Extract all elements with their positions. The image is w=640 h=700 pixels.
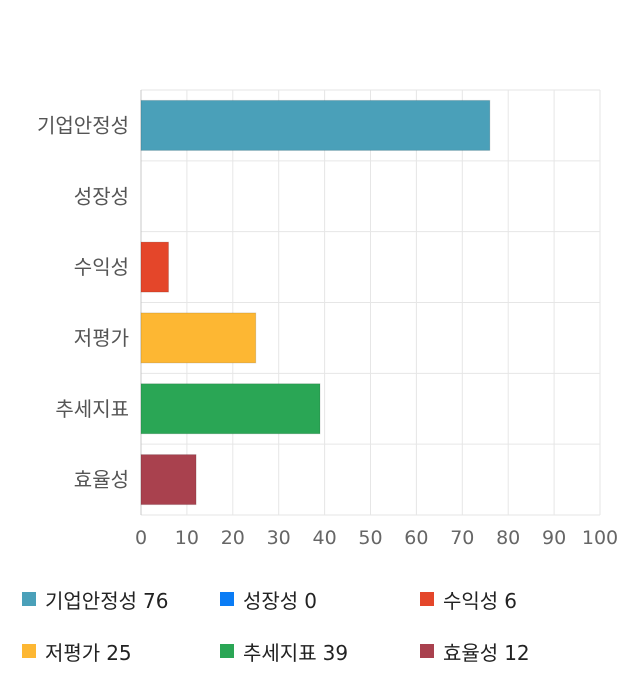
x-tick-label: 100 (582, 527, 618, 549)
legend-swatch (22, 592, 36, 606)
bar (140, 312, 257, 364)
legend-item-2[interactable]: 수익성 6 (420, 584, 517, 614)
legend-label: 저평가 25 (45, 640, 132, 665)
legend-label: 성장성 0 (243, 588, 317, 613)
x-tick-label: 80 (496, 527, 520, 549)
x-tick-label: 70 (450, 527, 474, 549)
x-tick-label: 40 (313, 527, 337, 549)
category-label: 성장성 (74, 184, 129, 208)
x-tick-label: 90 (542, 527, 566, 549)
x-tick-label: 50 (358, 527, 382, 549)
bar (140, 383, 321, 435)
category-label: 수익성 (74, 255, 129, 279)
legend-item-4[interactable]: 추세지표 39 (220, 636, 348, 666)
legend-label: 효율성 12 (443, 640, 530, 665)
legend-swatch (22, 644, 36, 658)
legend-item-5[interactable]: 효율성 12 (420, 636, 530, 666)
legend: 기업안정성 76 성장성 0 수익성 6 저평가 25 추세지표 39 효율성 12 (0, 570, 640, 690)
legend-label: 추세지표 39 (243, 640, 349, 665)
category-label: 추세지표 (55, 397, 129, 421)
x-tick-label: 30 (267, 527, 291, 549)
legend-item-1[interactable]: 성장성 0 (220, 584, 317, 614)
x-tick-label: 10 (175, 527, 199, 549)
x-tick-label: 60 (404, 527, 428, 549)
legend-swatch (420, 592, 434, 606)
bar (140, 241, 170, 293)
category-label: 저평가 (74, 326, 129, 350)
legend-swatch (220, 592, 234, 606)
category-label: 효율성 (74, 468, 129, 492)
bar (140, 454, 197, 506)
legend-swatch (220, 644, 234, 658)
legend-label: 수익성 6 (443, 588, 517, 613)
legend-label: 기업안정성 76 (45, 588, 169, 613)
category-label: 기업안정성 (37, 113, 129, 137)
x-tick-label: 20 (221, 527, 245, 549)
legend-swatch (420, 644, 434, 658)
legend-item-0[interactable]: 기업안정성 76 (22, 584, 168, 614)
x-tick-label: 0 (135, 527, 147, 549)
bar (140, 99, 491, 151)
legend-item-3[interactable]: 저평가 25 (22, 636, 132, 666)
